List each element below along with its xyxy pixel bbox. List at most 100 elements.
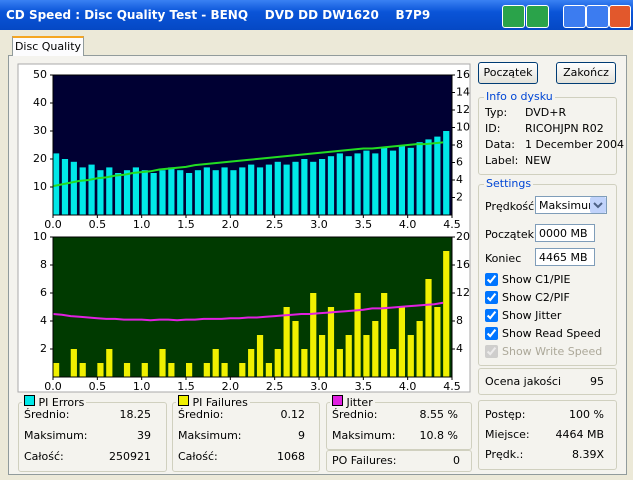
- start-button[interactable]: Początek: [478, 62, 538, 84]
- end-button[interactable]: Zakończ: [556, 62, 616, 84]
- bar: [425, 279, 432, 377]
- bar: [425, 139, 432, 215]
- value: 1 December 2004: [525, 138, 625, 151]
- label: Średnio:: [178, 408, 224, 421]
- x-tick-label: 0.0: [44, 380, 62, 393]
- label: PO Failures:: [332, 454, 397, 467]
- close-button[interactable]: [609, 5, 631, 28]
- dropdown-arrow[interactable]: [590, 197, 606, 213]
- bar: [345, 335, 352, 377]
- bar: [248, 349, 255, 377]
- icon-button[interactable]: [502, 5, 525, 28]
- bar: [310, 161, 317, 215]
- y2-tick-label: 6: [456, 156, 463, 169]
- plot-frame: [52, 236, 453, 378]
- bar: [141, 170, 148, 215]
- bar: [372, 321, 379, 377]
- y-tick-label: 8: [40, 258, 47, 271]
- label: Prędkość: [485, 200, 535, 213]
- bar: [79, 167, 86, 215]
- value: 100 %: [569, 408, 604, 421]
- x-tick-label: 2.5: [266, 380, 284, 393]
- end-input[interactable]: 4465 MB: [535, 248, 595, 266]
- label: Data:: [485, 138, 515, 151]
- select-value: Maksimum: [539, 199, 599, 212]
- stat-box: [326, 402, 472, 450]
- value: 0.12: [280, 408, 306, 421]
- y2-tick-label: 14: [456, 86, 470, 99]
- bar: [186, 173, 193, 215]
- charts: 0.0 0.5 1.0 1.5 2.0 2.5 3.0 3.5 4.0 4.5 10 20 30 40 50…: [17, 63, 471, 393]
- icon-button[interactable]: [526, 5, 549, 28]
- label: Postęp:: [485, 408, 526, 421]
- bar: [327, 307, 335, 377]
- bar: [345, 156, 352, 215]
- group-title: Info o dysku: [484, 90, 555, 103]
- x-tick-label: 4.0: [399, 380, 417, 393]
- label: Koniec: [485, 252, 522, 265]
- tab[interactable]: Disc Quality: [12, 36, 84, 56]
- bar: [310, 293, 317, 377]
- y-tick-label: 10: [33, 230, 47, 243]
- bar: [407, 335, 414, 377]
- checkbox-label: Show C2/PIF: [502, 291, 570, 304]
- minimize-button[interactable]: [563, 5, 586, 28]
- start-input[interactable]: 0000 MB: [535, 224, 595, 242]
- bar: [336, 349, 343, 377]
- y2-tick-label: 12: [456, 103, 470, 116]
- bar: [283, 307, 290, 377]
- progress-box: [478, 400, 617, 470]
- bar: [141, 363, 148, 377]
- y-tick-label: 20: [33, 152, 47, 165]
- bar: [301, 159, 308, 215]
- x-tick-label: 0.0: [44, 218, 62, 231]
- value: DVD+R: [525, 106, 567, 119]
- checkbox[interactable]: [485, 309, 498, 322]
- y-tick-label: 10: [33, 180, 47, 193]
- bar: [434, 307, 441, 377]
- value: 1068: [277, 450, 305, 463]
- speed-select[interactable]: Maksimum: [535, 196, 607, 214]
- x-tick-label: 4.5: [443, 380, 461, 393]
- label: Label:: [485, 154, 519, 167]
- value: 39: [137, 429, 151, 442]
- group-title: PI Failures: [176, 395, 250, 409]
- bar: [53, 363, 60, 377]
- bar: [389, 150, 397, 215]
- value: 18.25: [119, 408, 152, 421]
- bar: [248, 164, 255, 215]
- bar: [97, 170, 104, 215]
- maximize-button[interactable]: [586, 5, 609, 28]
- x-tick-label: 3.0: [310, 218, 328, 231]
- bar: [106, 349, 113, 377]
- series-name: Jitter: [346, 396, 373, 409]
- checkbox-label: Show C1/PIE: [502, 273, 571, 286]
- bar: [53, 153, 60, 215]
- bar: [265, 363, 273, 377]
- bar: [159, 349, 166, 377]
- bar: [256, 167, 264, 215]
- checkbox[interactable]: [485, 273, 498, 286]
- bar: [70, 161, 77, 215]
- bar: [212, 170, 219, 215]
- bar: [123, 170, 131, 215]
- bar: [292, 161, 299, 215]
- bar: [398, 145, 406, 215]
- y2-tick-label: 4: [456, 173, 463, 186]
- y2-tick-label: 16: [456, 68, 470, 81]
- label: Ocena jakości: [485, 375, 562, 388]
- checkbox[interactable]: [485, 291, 498, 304]
- bar: [203, 167, 210, 215]
- x-tick-label: 0.5: [89, 218, 107, 231]
- x-tick-label: 2.5: [266, 218, 284, 231]
- label: ID:: [485, 122, 501, 135]
- bar: [123, 363, 131, 377]
- x-tick-label: 4.5: [443, 218, 461, 231]
- bar: [363, 150, 370, 215]
- checkbox[interactable]: [485, 327, 498, 340]
- bar: [177, 170, 184, 215]
- value: NEW: [525, 154, 552, 167]
- x-tick-label: 3.5: [355, 218, 373, 231]
- bar: [354, 293, 361, 377]
